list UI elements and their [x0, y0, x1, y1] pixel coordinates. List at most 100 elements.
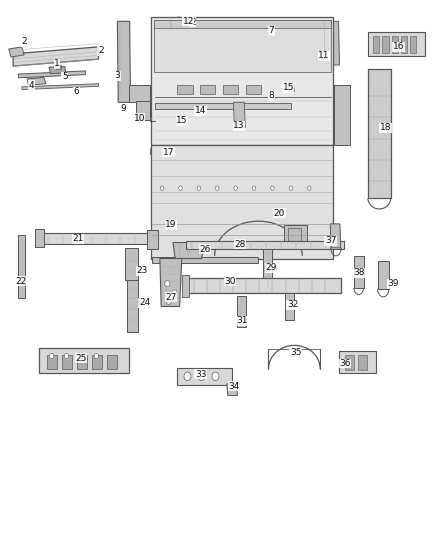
Text: 6: 6 — [74, 87, 80, 96]
Text: 19: 19 — [165, 221, 177, 229]
Text: 17: 17 — [163, 148, 174, 157]
Polygon shape — [330, 21, 339, 65]
Polygon shape — [177, 368, 232, 385]
Circle shape — [94, 353, 99, 359]
Polygon shape — [321, 21, 328, 60]
Text: 2: 2 — [98, 46, 103, 55]
Bar — [410, 36, 416, 53]
Bar — [62, 355, 72, 369]
Polygon shape — [165, 21, 186, 27]
Polygon shape — [233, 102, 245, 128]
Text: 15: 15 — [176, 117, 187, 125]
Text: 22: 22 — [15, 277, 27, 286]
Polygon shape — [168, 17, 182, 31]
Polygon shape — [263, 249, 272, 290]
Bar — [246, 85, 261, 94]
Polygon shape — [284, 225, 307, 243]
Circle shape — [64, 353, 69, 359]
Text: 18: 18 — [380, 124, 391, 132]
Polygon shape — [27, 77, 46, 85]
Polygon shape — [39, 233, 152, 244]
Bar — [382, 36, 389, 53]
Polygon shape — [334, 85, 350, 145]
Bar — [358, 355, 367, 370]
Circle shape — [165, 280, 170, 287]
Circle shape — [271, 186, 274, 190]
Text: 29: 29 — [265, 263, 276, 272]
Text: 26: 26 — [199, 245, 211, 254]
Polygon shape — [39, 348, 129, 373]
Circle shape — [252, 186, 256, 190]
Text: 38: 38 — [353, 269, 365, 277]
Polygon shape — [186, 241, 344, 249]
Polygon shape — [368, 69, 391, 198]
Text: 8: 8 — [268, 92, 275, 100]
Polygon shape — [288, 85, 294, 92]
Bar — [47, 355, 57, 369]
Polygon shape — [227, 384, 237, 395]
Bar — [150, 148, 155, 154]
Polygon shape — [22, 84, 99, 90]
Circle shape — [184, 372, 191, 381]
Polygon shape — [187, 278, 341, 293]
Polygon shape — [242, 23, 258, 29]
Text: 16: 16 — [393, 43, 404, 51]
Circle shape — [198, 372, 205, 381]
Circle shape — [49, 353, 54, 359]
Circle shape — [307, 186, 311, 190]
Text: 11: 11 — [318, 52, 330, 60]
Polygon shape — [151, 145, 333, 259]
Text: 37: 37 — [325, 237, 336, 245]
Text: 5: 5 — [62, 72, 68, 81]
Polygon shape — [35, 229, 44, 247]
Circle shape — [215, 186, 219, 190]
Bar — [177, 85, 193, 94]
Text: 9: 9 — [120, 104, 127, 113]
Polygon shape — [136, 101, 150, 120]
Bar — [56, 65, 61, 69]
Text: 27: 27 — [165, 293, 177, 302]
Bar — [77, 355, 87, 369]
Polygon shape — [330, 224, 341, 248]
Circle shape — [172, 290, 177, 296]
Polygon shape — [155, 103, 291, 109]
Text: 33: 33 — [195, 370, 206, 378]
Bar — [401, 36, 407, 53]
Polygon shape — [368, 32, 425, 56]
Circle shape — [212, 372, 219, 381]
Polygon shape — [129, 85, 150, 102]
Bar — [392, 36, 398, 53]
Bar — [223, 85, 238, 94]
Polygon shape — [237, 296, 246, 327]
Circle shape — [79, 353, 84, 359]
Bar — [288, 228, 301, 241]
Text: 7: 7 — [268, 27, 275, 35]
Circle shape — [289, 186, 293, 190]
Circle shape — [197, 186, 201, 190]
Text: 1: 1 — [54, 60, 60, 68]
Polygon shape — [147, 230, 158, 249]
Polygon shape — [151, 17, 333, 145]
Polygon shape — [154, 20, 331, 28]
Bar — [92, 355, 102, 369]
Circle shape — [179, 186, 182, 190]
Text: 23: 23 — [137, 266, 148, 275]
Text: 32: 32 — [287, 301, 298, 309]
Text: 14: 14 — [195, 107, 206, 115]
Text: 35: 35 — [290, 349, 301, 357]
Text: 15: 15 — [283, 84, 294, 92]
Text: 39: 39 — [388, 279, 399, 288]
Text: 20: 20 — [274, 209, 285, 217]
Polygon shape — [339, 351, 376, 373]
Polygon shape — [182, 275, 189, 297]
Circle shape — [234, 186, 237, 190]
Text: 36: 36 — [339, 359, 351, 368]
Polygon shape — [18, 71, 85, 78]
Polygon shape — [378, 261, 389, 289]
Bar — [107, 355, 117, 369]
Text: 24: 24 — [139, 298, 150, 307]
Text: 34: 34 — [229, 382, 240, 391]
Polygon shape — [18, 235, 25, 298]
Text: 12: 12 — [183, 17, 194, 26]
Text: 25: 25 — [75, 354, 87, 362]
